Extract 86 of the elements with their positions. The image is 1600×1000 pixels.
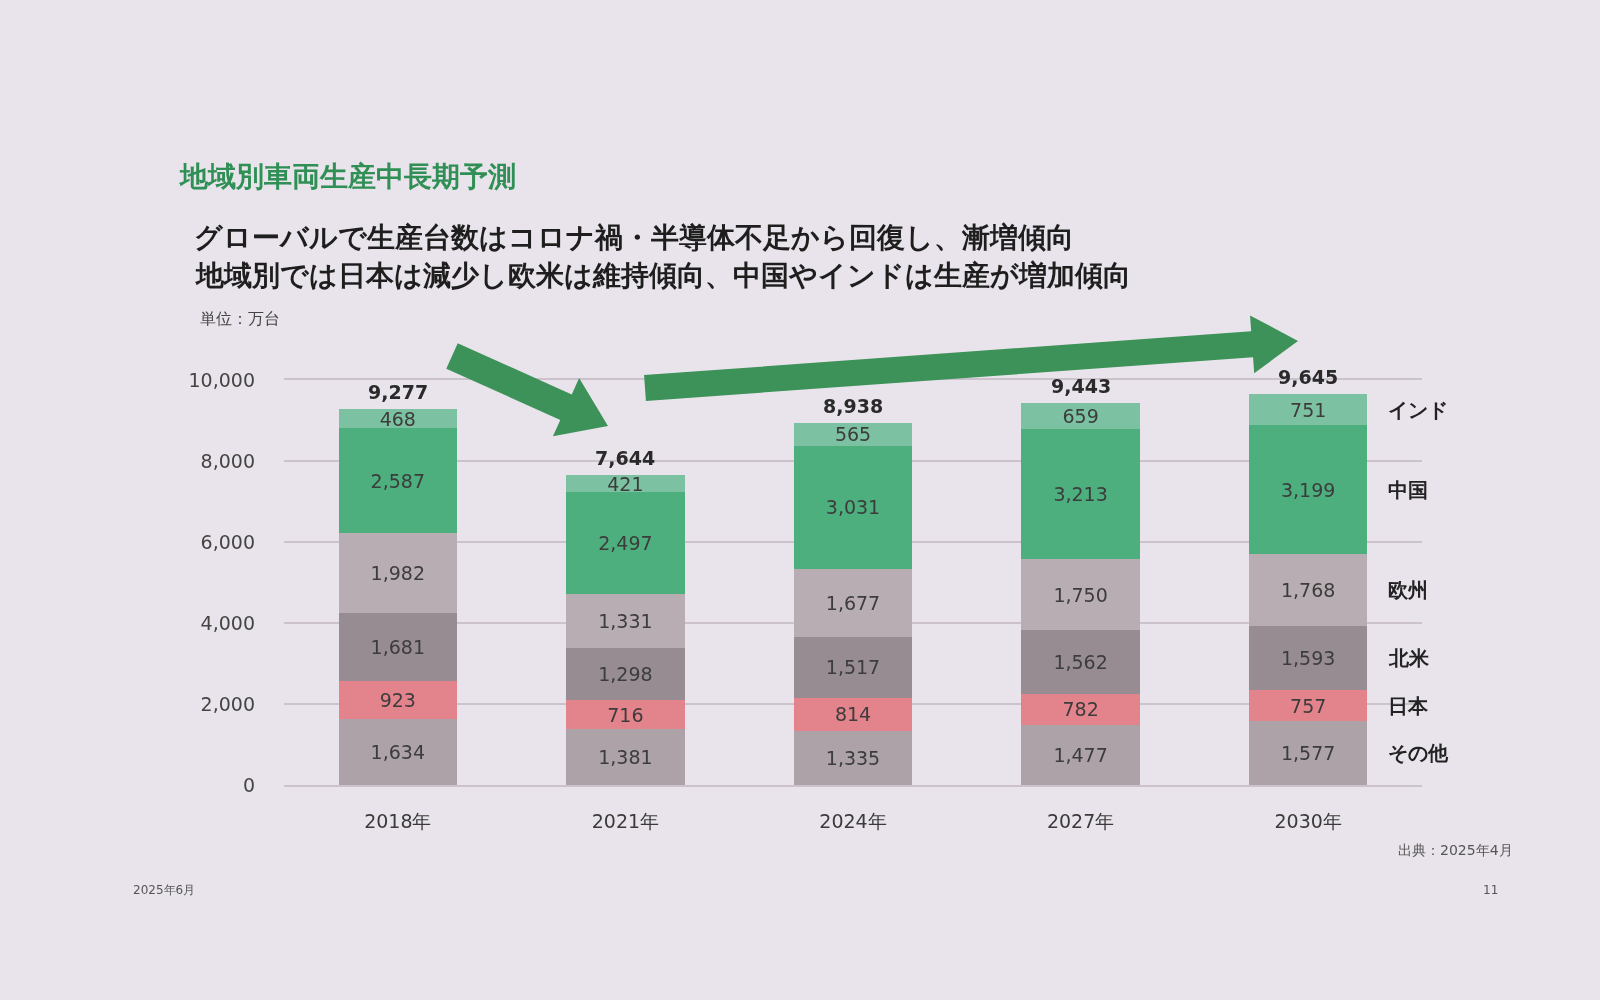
y-tick-label: 2,000 — [200, 692, 255, 715]
total-label: 8,938 — [823, 395, 884, 417]
y-axis-title: 単位：万台 — [200, 309, 280, 328]
bar — [566, 700, 685, 730]
data-label: 3,213 — [1053, 483, 1108, 506]
series-label: インド — [1388, 398, 1448, 422]
bar — [1021, 630, 1140, 694]
bar — [793, 697, 913, 731]
bar — [566, 492, 685, 594]
chart-title: 地域別車両生産中長期予測 — [178, 160, 516, 193]
bar — [793, 445, 913, 569]
x-tick-label: 2030年 — [1274, 809, 1342, 832]
text: 地域別では日本は減少し欧米は維持傾向、中国やインドは生産が増加傾向 — [194, 259, 1131, 292]
bar — [338, 533, 457, 614]
bar — [793, 568, 913, 637]
data-label: 923 — [379, 689, 416, 712]
total-label: 9,645 — [1278, 366, 1339, 388]
bar — [793, 730, 913, 785]
bar — [1021, 429, 1140, 560]
data-label: 757 — [1290, 694, 1327, 717]
bar — [793, 636, 913, 698]
data-label: 1,681 — [370, 636, 425, 659]
total-label: 9,443 — [1051, 375, 1112, 397]
data-label: 1,750 — [1053, 583, 1108, 606]
data-label: 1,634 — [370, 740, 425, 763]
y-tick-label: 10,000 — [188, 368, 255, 391]
x-tick-label: 2027年 — [1046, 809, 1115, 832]
data-label: 1,982 — [370, 562, 425, 585]
series-label: 中国 — [1388, 478, 1428, 502]
x-tick-label: 2018年 — [364, 809, 432, 832]
y-tick-label: 6,000 — [200, 530, 255, 553]
x-tick-label: 2024年 — [819, 809, 887, 832]
chart-subtitle: グローバルで生産台数はコロナ禍・半導体不足から回復し、漸増傾向 — [194, 221, 1074, 254]
bar — [566, 593, 685, 648]
data-label: 1,298 — [598, 662, 653, 685]
y-tick-label: 4,000 — [200, 611, 255, 634]
series-label: 日本 — [1388, 694, 1429, 718]
bar — [338, 718, 457, 785]
data-label: 421 — [607, 472, 644, 495]
data-label: 659 — [1062, 404, 1099, 427]
total-label: 7,644 — [595, 447, 656, 469]
data-label: 1,331 — [598, 609, 653, 632]
bar — [1021, 725, 1140, 785]
bar — [338, 428, 457, 534]
data-label: 1,517 — [825, 656, 881, 679]
data-label: 1,677 — [825, 591, 881, 614]
y-tick-label: 0 — [242, 773, 255, 796]
bar — [793, 422, 913, 446]
bar — [566, 729, 685, 785]
data-label: 716 — [607, 703, 644, 726]
bar — [1021, 693, 1140, 726]
series-label: 北米 — [1388, 646, 1430, 670]
data-label: 1,562 — [1053, 650, 1108, 673]
data-label: 2,497 — [598, 532, 653, 555]
bar — [1249, 721, 1368, 785]
data-label: 1,593 — [1281, 647, 1336, 670]
text: 11 — [1483, 883, 1499, 897]
bar — [338, 613, 457, 682]
series-label: その他 — [1388, 741, 1449, 765]
data-label: 3,031 — [825, 496, 881, 519]
source-note: 出典：2025年4月 — [1398, 842, 1513, 858]
data-label: 2,587 — [370, 469, 425, 492]
bar — [338, 681, 457, 719]
data-label: 751 — [1290, 398, 1327, 421]
bar — [1021, 559, 1140, 631]
data-label: 1,381 — [598, 746, 653, 769]
bar — [1249, 394, 1368, 425]
data-label: 1,768 — [1281, 579, 1336, 602]
total-label: 9,277 — [368, 381, 429, 403]
bar — [1249, 690, 1368, 722]
y-tick-label: 8,000 — [200, 449, 255, 472]
data-label: 1,577 — [1281, 742, 1336, 765]
x-tick-label: 2021年 — [591, 809, 660, 832]
bar — [1249, 625, 1368, 691]
data-label: 565 — [834, 423, 872, 446]
text: 2025年6月 — [133, 883, 196, 897]
data-label: 814 — [834, 703, 872, 726]
bar — [566, 647, 685, 701]
data-label: 468 — [379, 407, 416, 430]
data-label: 1,335 — [825, 746, 881, 769]
series-label: 欧州 — [1388, 578, 1428, 602]
data-label: 3,199 — [1281, 478, 1336, 501]
data-label: 1,477 — [1053, 744, 1108, 767]
bar — [1249, 424, 1368, 555]
data-label: 782 — [1062, 698, 1099, 721]
bar — [1249, 554, 1368, 626]
